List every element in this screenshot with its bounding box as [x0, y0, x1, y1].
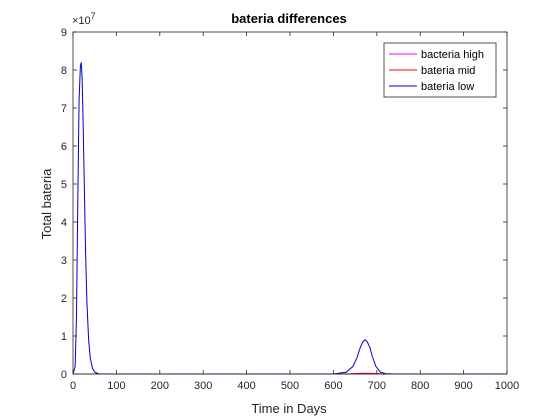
y-tick-label: 6	[61, 141, 67, 153]
y-tick-label: 3	[61, 255, 67, 267]
legend-entry: bateria mid	[421, 65, 475, 77]
x-tick-label: 0	[70, 380, 76, 392]
y-tick-label: 1	[61, 331, 67, 343]
y-tick-label: 7	[61, 103, 67, 115]
y-tick-label: 0	[61, 369, 67, 381]
x-tick-label: 800	[411, 380, 429, 392]
y-tick-label: 9	[61, 27, 67, 39]
y-tick-label: 5	[61, 179, 67, 191]
x-tick-label: 100	[107, 380, 125, 392]
axes-layer: 0 100 200 300 400 500 600 700 800 900 1000 0 1 2 3 4 5 6 7…	[61, 27, 519, 392]
x-tick-label: 200	[151, 380, 169, 392]
y-tick-label: 4	[61, 217, 67, 229]
y-exponent-label: ×107	[72, 11, 96, 27]
legend-entry: bacteria high	[421, 49, 484, 61]
x-tick-label: 900	[454, 380, 472, 392]
x-tick-label: 300	[194, 380, 212, 392]
x-tick-label: 400	[237, 380, 255, 392]
x-tick-label: 500	[281, 380, 299, 392]
x-axis-label: Time in Days	[251, 401, 327, 416]
x-tick-label: 700	[368, 380, 386, 392]
y-tick-label: 8	[61, 65, 67, 77]
y-tick-label: 2	[61, 293, 67, 305]
legend: bacteria high bateria mid bateria low	[383, 42, 497, 98]
legend-entry: bateria low	[421, 81, 474, 93]
chart-title: bateria differences	[231, 11, 347, 26]
y-axis-label: Total bateria	[39, 168, 54, 240]
x-tick-label: 1000	[495, 380, 519, 392]
x-tick-label: 600	[324, 380, 342, 392]
